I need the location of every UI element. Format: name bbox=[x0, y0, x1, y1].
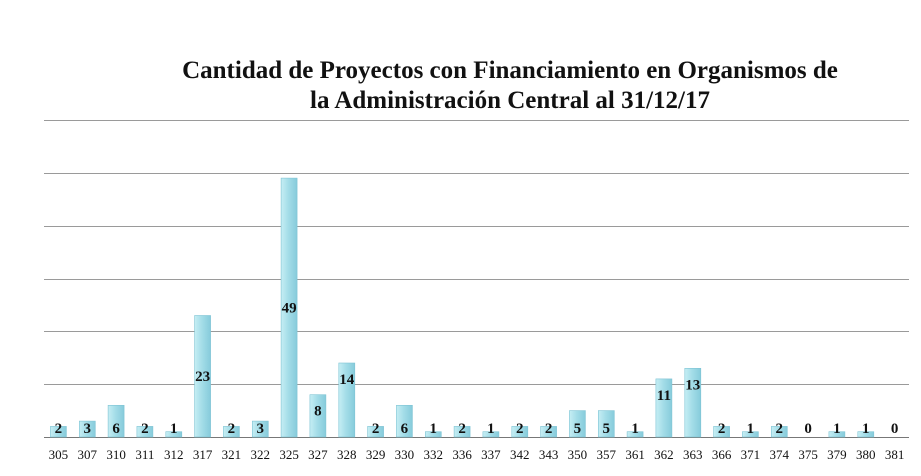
data-label-362: 11 bbox=[657, 388, 671, 404]
x-tick-label-343: 343 bbox=[539, 447, 559, 462]
data-label-321: 2 bbox=[228, 421, 236, 437]
x-tick-label-362: 362 bbox=[654, 447, 674, 462]
x-tick-label-307: 307 bbox=[78, 447, 98, 462]
bar-371 bbox=[742, 431, 759, 438]
x-tick-label-381: 381 bbox=[885, 447, 905, 462]
data-label-337: 1 bbox=[487, 421, 495, 437]
x-tick-label-361: 361 bbox=[625, 447, 645, 462]
bar-322 bbox=[252, 420, 269, 438]
data-label-361: 1 bbox=[631, 421, 639, 437]
bar-366 bbox=[713, 426, 730, 438]
data-label-336: 2 bbox=[458, 421, 466, 437]
data-label-307: 3 bbox=[84, 421, 92, 437]
bar-332 bbox=[424, 431, 442, 438]
data-label-311: 2 bbox=[141, 421, 149, 437]
bar-342 bbox=[511, 426, 529, 438]
x-tick-label-380: 380 bbox=[856, 447, 876, 462]
bar-321 bbox=[223, 426, 240, 438]
data-label-330: 6 bbox=[401, 421, 409, 437]
x-tick-label-363: 363 bbox=[683, 447, 703, 462]
x-tick-label-322: 322 bbox=[251, 447, 271, 462]
bar-312 bbox=[165, 431, 183, 438]
data-label-327: 8 bbox=[314, 404, 322, 420]
x-tick-label-305: 305 bbox=[49, 447, 69, 462]
x-tick-label-311: 311 bbox=[135, 447, 154, 462]
x-tick-label-342: 342 bbox=[510, 447, 530, 462]
chart-title-line-2: la Administración Central al 31/12/17 bbox=[310, 87, 710, 114]
x-tick-label-371: 371 bbox=[741, 447, 761, 462]
data-label-305: 2 bbox=[55, 421, 63, 437]
data-label-357: 5 bbox=[603, 421, 611, 437]
bar-317 bbox=[194, 315, 211, 438]
data-label-312: 1 bbox=[170, 421, 178, 437]
bar-357 bbox=[597, 410, 615, 438]
x-tick-label-357: 357 bbox=[597, 447, 617, 462]
data-label-350: 5 bbox=[574, 421, 582, 437]
x-tick-label-337: 337 bbox=[481, 447, 501, 462]
bar-336 bbox=[453, 426, 471, 438]
bars bbox=[50, 177, 875, 438]
bar-325 bbox=[280, 177, 298, 438]
x-axis-ticks: 305 307 310 311 312 317 321 322 325 327 328 329 330 3… bbox=[49, 447, 905, 462]
bar-374 bbox=[770, 426, 788, 438]
data-label-379: 1 bbox=[833, 421, 841, 437]
data-label-325: 49 bbox=[282, 301, 297, 317]
data-label-381: 0 bbox=[891, 421, 899, 437]
bar-327 bbox=[309, 394, 327, 438]
data-label-371: 1 bbox=[747, 421, 755, 437]
data-label-342: 2 bbox=[516, 421, 524, 437]
x-tick-label-375: 375 bbox=[798, 447, 818, 462]
x-tick-label-327: 327 bbox=[308, 447, 328, 462]
data-label-363: 13 bbox=[685, 377, 700, 393]
bar-337 bbox=[482, 431, 500, 438]
data-label-380: 1 bbox=[862, 421, 870, 437]
data-label-375: 0 bbox=[804, 421, 812, 437]
bar-307 bbox=[79, 420, 96, 438]
data-label-322: 3 bbox=[257, 421, 265, 437]
data-label-329: 2 bbox=[372, 421, 380, 437]
x-tick-label-366: 366 bbox=[712, 447, 732, 462]
x-tick-label-336: 336 bbox=[452, 447, 472, 462]
bar-305 bbox=[50, 426, 67, 438]
data-label-310: 6 bbox=[112, 421, 120, 437]
x-tick-label-321: 321 bbox=[222, 447, 242, 462]
x-tick-label-330: 330 bbox=[395, 447, 415, 462]
data-label-328: 14 bbox=[339, 372, 355, 388]
bar-380 bbox=[857, 431, 875, 438]
bar-328 bbox=[338, 362, 356, 438]
bar-311 bbox=[136, 426, 154, 438]
bar-350 bbox=[569, 410, 586, 438]
chart-title: Cantidad de Proyectos con Financiamiento… bbox=[100, 56, 920, 116]
bar-361 bbox=[626, 431, 644, 438]
data-label-332: 1 bbox=[430, 421, 438, 437]
data-label-374: 2 bbox=[776, 421, 784, 437]
data-label-343: 2 bbox=[545, 421, 553, 437]
x-tick-label-312: 312 bbox=[164, 447, 184, 462]
chart-title-line-1: Cantidad de Proyectos con Financiamiento… bbox=[182, 57, 838, 84]
bar-330 bbox=[396, 404, 413, 438]
bar-343 bbox=[540, 426, 557, 438]
bar-310 bbox=[107, 404, 125, 438]
bar-329 bbox=[367, 426, 384, 438]
bar-362 bbox=[655, 378, 673, 438]
data-label-317: 23 bbox=[195, 369, 210, 385]
x-tick-label-317: 317 bbox=[193, 447, 213, 462]
x-tick-label-332: 332 bbox=[424, 447, 444, 462]
bar-363 bbox=[684, 367, 702, 438]
data-label-366: 2 bbox=[718, 421, 726, 437]
gridlines bbox=[44, 120, 909, 438]
x-tick-label-325: 325 bbox=[279, 447, 299, 462]
x-tick-label-328: 328 bbox=[337, 447, 357, 462]
bar-379 bbox=[828, 431, 846, 438]
x-tick-label-374: 374 bbox=[770, 447, 790, 462]
x-tick-label-329: 329 bbox=[366, 447, 386, 462]
x-tick-label-350: 350 bbox=[568, 447, 588, 462]
x-tick-label-310: 310 bbox=[106, 447, 126, 462]
x-tick-label-379: 379 bbox=[827, 447, 847, 462]
